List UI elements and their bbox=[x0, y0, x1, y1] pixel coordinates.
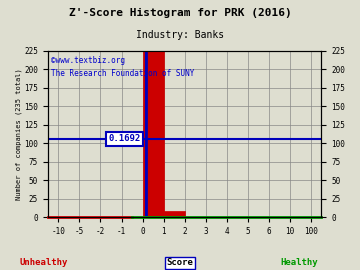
Bar bbox=[143, 51, 163, 217]
Text: Industry: Banks: Industry: Banks bbox=[136, 30, 224, 40]
Text: Score: Score bbox=[167, 258, 193, 267]
Text: ©www.textbiz.org: ©www.textbiz.org bbox=[51, 56, 125, 65]
Text: The Research Foundation of SUNY: The Research Foundation of SUNY bbox=[51, 69, 194, 78]
Y-axis label: Number of companies (235 total): Number of companies (235 total) bbox=[15, 68, 22, 200]
Text: Unhealthy: Unhealthy bbox=[19, 258, 67, 267]
Text: 0.1692: 0.1692 bbox=[108, 134, 140, 143]
Text: Z'-Score Histogram for PRK (2016): Z'-Score Histogram for PRK (2016) bbox=[69, 8, 291, 18]
Bar bbox=[163, 211, 185, 217]
Text: Healthy: Healthy bbox=[280, 258, 318, 267]
Bar bbox=[145, 51, 147, 217]
